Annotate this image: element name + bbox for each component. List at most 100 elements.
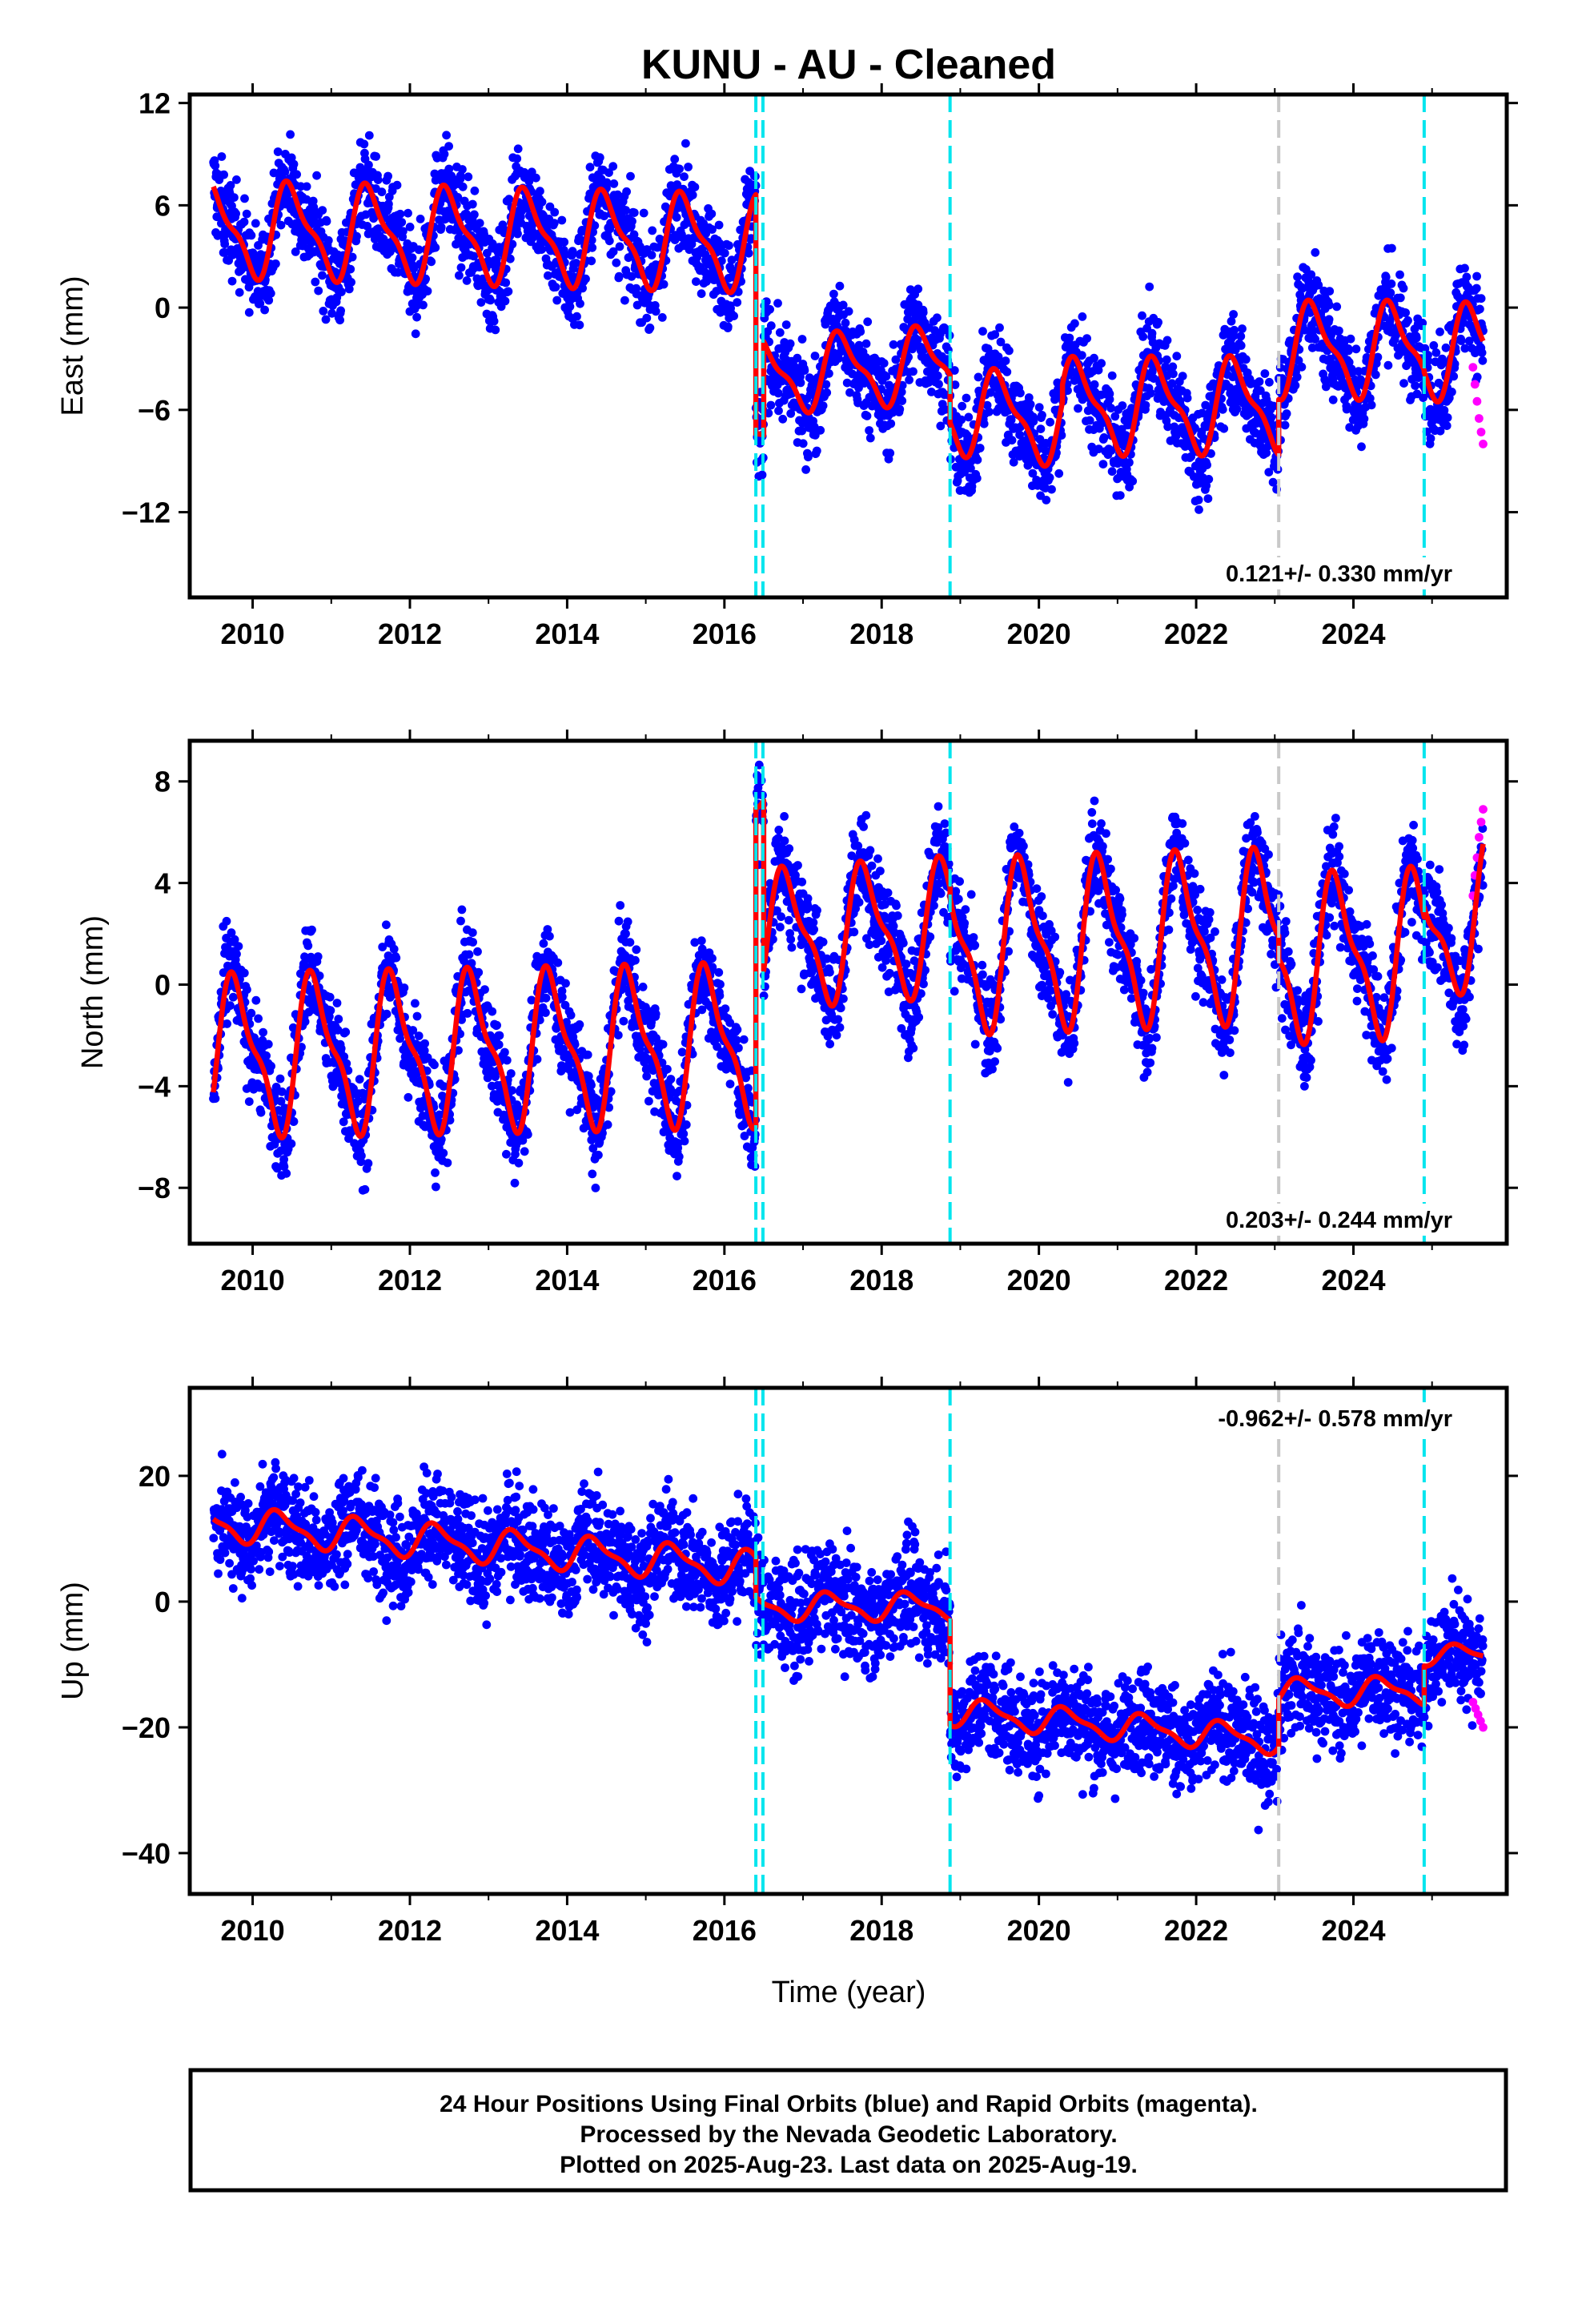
final-orbit-point (502, 1055, 512, 1065)
final-orbit-point (232, 175, 241, 184)
final-orbit-point (469, 251, 479, 261)
final-orbit-point (488, 239, 497, 248)
final-orbit-point (638, 983, 648, 991)
final-orbit-point (913, 284, 923, 294)
final-orbit-point (230, 193, 239, 203)
final-orbit-point (318, 206, 327, 215)
final-orbit-point (645, 324, 655, 332)
final-orbit-point (962, 393, 971, 403)
final-orbit-point (226, 181, 235, 190)
final-orbit-point (1478, 356, 1488, 365)
final-orbit-point (1078, 312, 1087, 321)
final-orbit-point (1082, 334, 1091, 343)
final-orbit-point (757, 470, 767, 480)
final-orbit-point (341, 1027, 351, 1037)
final-orbit-point (623, 917, 632, 927)
final-orbit-point (412, 1011, 422, 1021)
final-orbit-point (604, 236, 614, 246)
final-orbit-point (608, 247, 618, 256)
final-orbit-point (1065, 333, 1074, 343)
final-orbit-point (453, 193, 463, 202)
final-orbit-point (909, 367, 917, 376)
final-orbit-point (462, 276, 472, 285)
final-orbit-point (545, 931, 554, 941)
final-orbit-point (222, 916, 231, 926)
final-orbit-point (489, 316, 499, 326)
final-orbit-point (583, 1050, 592, 1059)
final-orbit-point (778, 414, 788, 424)
final-orbit-point (625, 938, 635, 947)
final-orbit-point (829, 289, 838, 299)
final-orbit-point (679, 1129, 689, 1139)
final-orbit-point (720, 248, 729, 258)
final-orbit-point (800, 366, 809, 375)
final-orbit-point (885, 448, 895, 458)
final-orbit-point (430, 1060, 439, 1070)
final-orbit-point (680, 1136, 689, 1146)
final-orbit-point (427, 257, 436, 267)
final-orbit-point (1054, 468, 1064, 478)
final-orbit-point (1046, 417, 1054, 427)
final-orbit-point (825, 369, 833, 378)
final-orbit-point (383, 171, 392, 181)
final-orbit-point (595, 153, 604, 163)
final-orbit-point (697, 936, 706, 946)
final-orbit-point (1311, 247, 1320, 257)
final-orbit-point (492, 259, 501, 269)
final-orbit-point (419, 300, 428, 310)
final-orbit-point (377, 187, 387, 197)
final-orbit-point (1107, 371, 1117, 380)
final-orbit-point (347, 252, 357, 262)
final-orbit-point (1426, 434, 1435, 443)
final-orbit-point (1332, 302, 1342, 312)
final-orbit-point (411, 999, 420, 1008)
final-orbit-point (1138, 311, 1146, 320)
final-orbit-point (1236, 341, 1246, 350)
final-orbit-point (663, 1064, 672, 1074)
final-orbit-point (733, 298, 742, 307)
rapid-orbit-point (1476, 428, 1486, 436)
final-orbit-point (364, 131, 374, 140)
final-orbit-point (621, 206, 630, 215)
final-orbit-point (1138, 332, 1148, 341)
final-orbit-point (492, 1020, 501, 1030)
final-orbit-point (513, 144, 523, 154)
final-orbit-point (1194, 495, 1203, 505)
final-orbit-point (411, 329, 420, 339)
final-orbit-point (1045, 473, 1054, 482)
final-orbit-point (508, 1086, 516, 1095)
panel-1: 2010 2012 2014 2016 2018 2020 2022 2024−12−6061… (56, 83, 1518, 650)
final-orbit-point (1219, 424, 1229, 433)
final-orbit-point (1477, 348, 1487, 357)
final-orbit-points (209, 760, 1488, 1195)
final-orbit-point (1125, 458, 1134, 467)
final-orbit-point (289, 159, 299, 169)
final-orbit-point (416, 215, 425, 223)
final-orbit-point (854, 340, 864, 350)
final-orbit-point (323, 235, 333, 245)
final-orbit-point (918, 308, 928, 317)
final-orbit-point (1203, 460, 1211, 469)
final-orbit-point (974, 372, 983, 382)
final-orbit-point (707, 209, 717, 219)
final-orbit-point (1324, 300, 1334, 310)
final-orbit-point (505, 254, 515, 263)
final-orbit-point (821, 380, 831, 389)
final-orbit-point (444, 142, 453, 151)
final-orbit-point (456, 916, 465, 926)
final-orbit-point (549, 219, 559, 227)
final-orbit-point (504, 195, 514, 204)
final-orbit-point (352, 231, 361, 241)
final-orbit-point (639, 208, 648, 218)
final-orbit-point (470, 210, 479, 219)
final-orbit-point (1399, 379, 1408, 388)
final-orbit-point (242, 209, 251, 219)
final-orbit-point (845, 388, 854, 397)
final-orbit-point (1265, 377, 1274, 387)
final-orbit-point (1387, 243, 1396, 253)
final-orbit-point (326, 1006, 335, 1015)
final-orbit-point (363, 1159, 373, 1168)
final-orbit-point (1282, 409, 1291, 418)
final-orbit-point (458, 165, 467, 174)
final-orbit-point (468, 199, 477, 209)
